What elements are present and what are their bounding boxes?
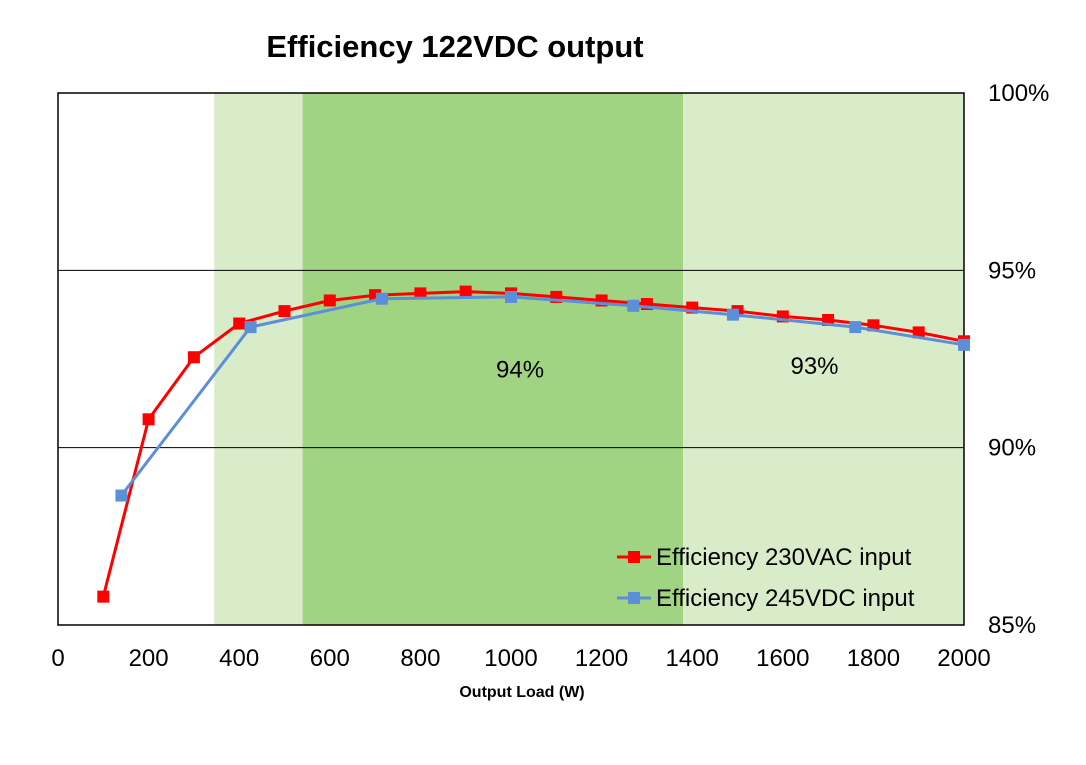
annotation-0: 94% xyxy=(496,357,544,384)
series-line-1 xyxy=(120,295,965,497)
legend-label-1: Efficiency 245VDC input xyxy=(656,585,915,612)
x-tick-label-7: 1400 xyxy=(666,645,719,672)
y-tick-label-1: 90% xyxy=(988,435,1036,462)
band-2 xyxy=(683,93,964,625)
band-1 xyxy=(302,93,684,625)
legend-marker-1 xyxy=(628,592,640,604)
grid-layer xyxy=(57,92,965,626)
series-layer xyxy=(97,285,970,603)
series-1-point-7 xyxy=(958,338,970,351)
series-0-point-3 xyxy=(233,317,246,330)
x-tick-label-3: 600 xyxy=(310,645,350,672)
annotation-1: 93% xyxy=(790,353,838,380)
series-1-point-3 xyxy=(505,290,517,303)
x-tick-label-2: 400 xyxy=(219,645,259,672)
legend: Efficiency 230VAC input Efficiency 245VDC… xyxy=(617,544,915,612)
series-0-point-1 xyxy=(142,413,155,426)
x-tick-label-1: 200 xyxy=(129,645,169,672)
bands-layer xyxy=(214,93,964,625)
band-0 xyxy=(214,93,303,625)
series-0-point-4 xyxy=(278,305,291,318)
series-0-point-18 xyxy=(912,326,925,339)
legend-marker-0 xyxy=(628,551,640,563)
series-1-point-2 xyxy=(375,292,388,305)
annotation-layer: 94% 93% xyxy=(496,353,838,384)
x-tick-label-4: 800 xyxy=(400,645,440,672)
ticks-layer: 0 200 400 600 800 1000 1200 1400 1600 1800 2000 85%… xyxy=(51,80,1049,672)
plot-area-border xyxy=(57,92,965,626)
legend-label-0: Efficiency 230VAC input xyxy=(656,544,912,571)
x-tick-label-0: 0 xyxy=(51,645,64,672)
x-tick-label-9: 1800 xyxy=(847,645,900,672)
series-0-point-5 xyxy=(323,294,336,307)
x-tick-label-10: 2000 xyxy=(937,645,990,672)
series-0-point-7 xyxy=(414,287,427,300)
series-1-point-6 xyxy=(849,321,862,334)
x-tick-label-8: 1600 xyxy=(756,645,809,672)
series-0-point-0 xyxy=(97,590,110,603)
y-tick-label-0: 85% xyxy=(988,612,1036,639)
y-tick-label-3: 100% xyxy=(988,80,1049,107)
series-0-point-8 xyxy=(459,285,472,298)
series-0-point-2 xyxy=(187,351,200,364)
series-1-point-0 xyxy=(115,489,128,502)
series-1-point-4 xyxy=(627,299,640,312)
y-tick-label-2: 95% xyxy=(988,257,1036,284)
series-1-point-1 xyxy=(244,321,257,334)
series-1-point-5 xyxy=(726,308,739,321)
x-tick-label-5: 1000 xyxy=(484,645,537,672)
chart-title: Efficiency 122VDC output xyxy=(266,29,643,64)
x-tick-label-6: 1200 xyxy=(575,645,628,672)
x-axis-label: Output Load (W) xyxy=(459,684,584,701)
